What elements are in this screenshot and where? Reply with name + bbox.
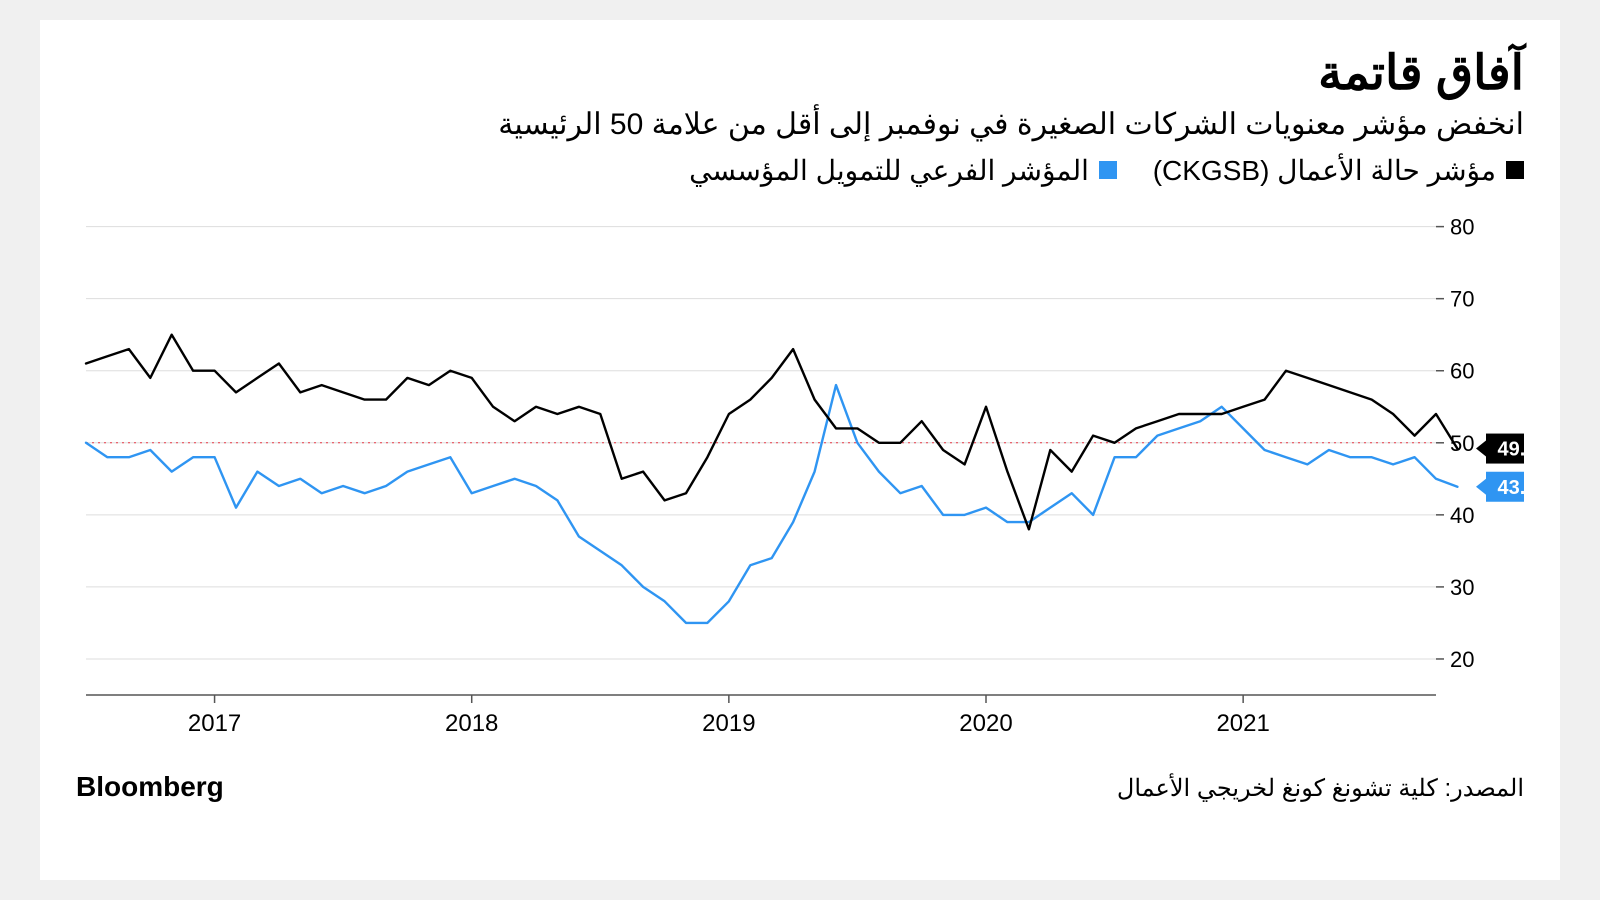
- svg-text:2018: 2018: [445, 710, 498, 737]
- legend-item-2: المؤشر الفرعي للتمويل المؤسسي: [689, 154, 1117, 187]
- source-label: المصدر: كلية تشونغ كونغ لخريجي الأعمال: [1117, 774, 1524, 803]
- chart-title: آفاق قاتمة: [76, 48, 1524, 101]
- brand-label: Bloomberg: [76, 771, 224, 803]
- svg-text:70: 70: [1450, 286, 1474, 311]
- chart-plot: 203040506070802017201820192020202149.243…: [76, 195, 1524, 755]
- svg-text:2019: 2019: [702, 710, 755, 737]
- svg-text:80: 80: [1450, 214, 1474, 239]
- legend-label-1: مؤشر حالة الأعمال (CKGSB): [1153, 154, 1496, 187]
- legend-item-1: مؤشر حالة الأعمال (CKGSB): [1153, 154, 1524, 187]
- svg-text:2017: 2017: [188, 710, 241, 737]
- legend-swatch-1: [1506, 161, 1524, 179]
- svg-text:49.2: 49.2: [1498, 438, 1524, 460]
- svg-text:2021: 2021: [1216, 710, 1269, 737]
- chart-legend: مؤشر حالة الأعمال (CKGSB) المؤشر الفرعي …: [76, 154, 1524, 187]
- legend-label-2: المؤشر الفرعي للتمويل المؤسسي: [689, 154, 1089, 187]
- line-chart-svg: 203040506070802017201820192020202149.243…: [76, 195, 1524, 755]
- svg-text:43.9: 43.9: [1498, 477, 1524, 499]
- svg-text:2020: 2020: [959, 710, 1012, 737]
- legend-swatch-2: [1099, 161, 1117, 179]
- chart-subtitle: انخفض مؤشر معنويات الشركات الصغيرة في نو…: [76, 107, 1524, 142]
- svg-text:30: 30: [1450, 575, 1474, 600]
- svg-text:60: 60: [1450, 359, 1474, 384]
- svg-text:40: 40: [1450, 503, 1474, 528]
- chart-footer: Bloomberg المصدر: كلية تشونغ كونغ لخريجي…: [76, 771, 1524, 803]
- svg-text:20: 20: [1450, 647, 1474, 672]
- chart-card: آفاق قاتمة انخفض مؤشر معنويات الشركات ال…: [40, 20, 1560, 880]
